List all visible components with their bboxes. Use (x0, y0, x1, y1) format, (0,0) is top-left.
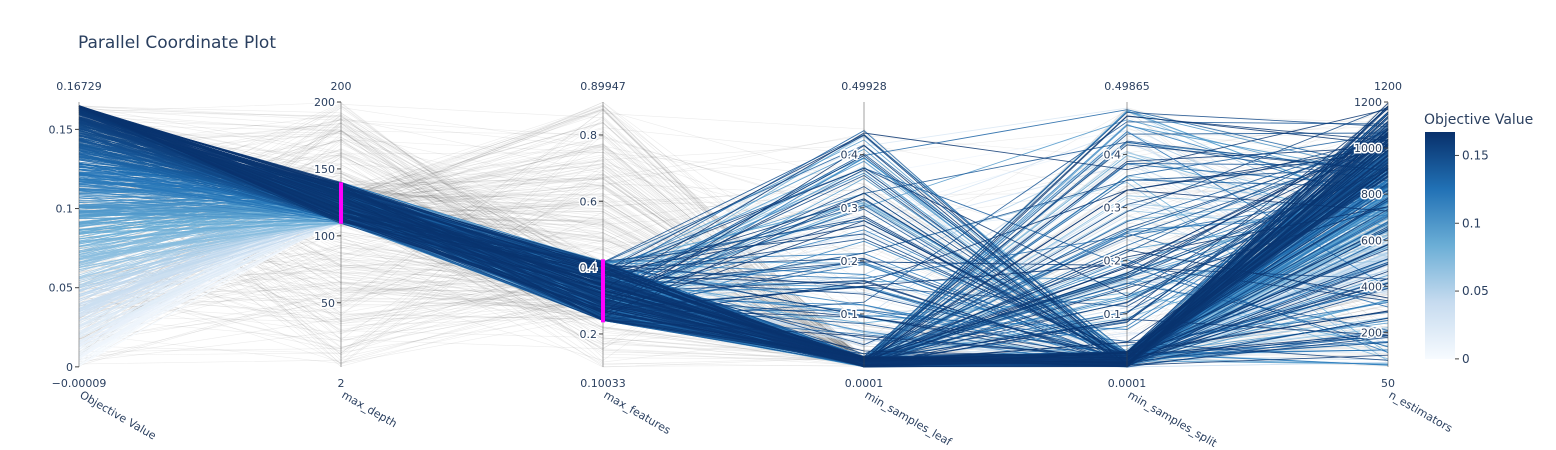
plot-lines (78, 101, 1389, 368)
tick-label: 150 (314, 163, 335, 176)
data-line (78, 105, 1389, 362)
dimension-label: max_depth (340, 388, 400, 430)
axis-range-max: 0.49865 (1104, 80, 1150, 93)
axis-range-min: −0.00009 (52, 377, 107, 390)
tick-label: 50 (321, 297, 335, 310)
tick-label: 0.2 (1104, 255, 1122, 268)
tick-label: 0.3 (841, 202, 859, 215)
tick-label: 0.1 (56, 203, 74, 216)
filtered-line (78, 169, 1389, 364)
tick-label: 100 (314, 230, 335, 243)
filtered-line (78, 107, 1389, 289)
colorbar-tick-label: 0 (1462, 352, 1470, 366)
data-line (78, 106, 1389, 363)
data-line (78, 105, 1389, 368)
data-line (78, 105, 1389, 360)
colorbar: Objective Value 0 0.05 0.1 0.15 (1424, 112, 1533, 366)
filtered-line (78, 102, 1389, 346)
data-line (78, 106, 1389, 363)
colorbar-title: Objective Value (1424, 112, 1533, 128)
tick-label: 0.15 (49, 123, 74, 136)
chart-title: Parallel Coordinate Plot (78, 33, 276, 53)
tick-label: 0.1 (841, 308, 859, 321)
axis-range-min: 0.0001 (1108, 377, 1147, 390)
dimension-label: min_samples_split (1126, 388, 1220, 450)
tick-label: 0.8 (580, 129, 598, 142)
data-line (78, 105, 1389, 364)
data-line (78, 105, 1389, 359)
colorbar-tick-label: 0.15 (1462, 148, 1489, 162)
tick-label: 200 (1361, 326, 1382, 339)
filtered-line (78, 113, 1389, 256)
data-line (78, 108, 1389, 368)
axis-range-max: 0.16729 (56, 80, 102, 93)
axis-range-min: 0.0001 (845, 377, 884, 390)
axis-range-max: 200 (331, 80, 352, 93)
tick-label: 0.3 (1104, 202, 1122, 215)
axis-range-max: 0.49928 (841, 80, 887, 93)
tick-label: 400 (1361, 280, 1382, 293)
tick-label: 0.6 (580, 195, 598, 208)
tick-label: 0.4 (580, 262, 598, 275)
colorbar-tick-label: 0.05 (1462, 284, 1489, 298)
tick-label: 0 (66, 361, 73, 374)
tick-label: 800 (1361, 188, 1382, 201)
dimension-label: min_samples_leaf (863, 388, 955, 449)
tick-label: 0.2 (580, 328, 598, 341)
data-line (78, 105, 1389, 366)
tick-label: 0.1 (1104, 308, 1122, 321)
tick-label: 600 (1361, 234, 1382, 247)
tick-label: 1000 (1354, 142, 1382, 155)
tick-label: 1200 (1354, 96, 1382, 109)
data-line (78, 105, 1389, 368)
tick-label: 0.4 (1104, 148, 1122, 161)
colorbar-gradient (1425, 132, 1455, 359)
constraint-range (339, 182, 343, 224)
tick-label: 200 (314, 96, 335, 109)
axis-range-min: 2 (338, 377, 345, 390)
filtered-line (78, 246, 1389, 358)
tick-label: 0.2 (841, 255, 859, 268)
axis-range-min: 50 (1381, 377, 1395, 390)
colorbar-tick-label: 0.1 (1462, 216, 1481, 230)
dimension-label: Objective Value (78, 388, 159, 442)
axis-range-min: 0.10033 (580, 377, 626, 390)
data-line (78, 105, 1389, 364)
tick-label: 0.05 (49, 282, 74, 295)
axis-range-max: 0.89947 (580, 80, 626, 93)
dimension-label: n_estimators (1387, 388, 1455, 435)
data-line (78, 106, 1389, 311)
constraint-range (601, 259, 605, 323)
data-line (78, 107, 1389, 367)
dimension-label: max_features (602, 388, 674, 437)
data-line (78, 106, 1389, 366)
data-line (78, 105, 1389, 360)
data-line (78, 105, 1389, 363)
axis-range-max: 1200 (1374, 80, 1402, 93)
tick-label: 0.4 (841, 149, 859, 162)
data-line (78, 108, 1389, 297)
data-line (78, 105, 1389, 366)
